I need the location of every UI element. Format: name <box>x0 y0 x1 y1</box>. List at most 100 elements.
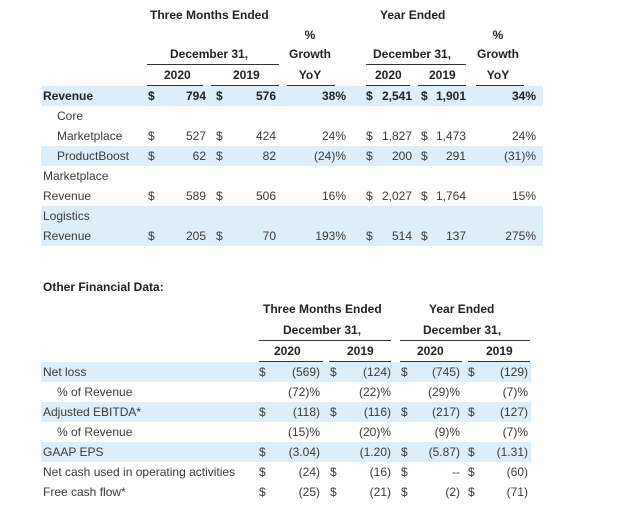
underline-2020-q2 <box>259 361 323 362</box>
value-cell: (118) <box>292 405 320 419</box>
dollar-sign: $ <box>366 129 373 143</box>
row-band-productboost <box>41 146 543 166</box>
growth-cell: 24% <box>321 129 346 143</box>
dollar-sign: $ <box>216 129 223 143</box>
value-cell: 1,827 <box>381 129 412 143</box>
value-cell: 424 <box>255 129 276 143</box>
dollar-sign: $ <box>366 229 373 243</box>
value-cell: (116) <box>363 405 391 419</box>
underline-2019-y2 <box>468 361 530 362</box>
value-cell: (745) <box>431 365 460 379</box>
header-dec31-q2: December 31, <box>283 323 362 337</box>
underline-dec31-q2 <box>259 340 391 341</box>
value-cell: (29)% <box>427 385 460 399</box>
value-cell: 82 <box>262 149 276 163</box>
growth-cell: 34% <box>511 89 536 103</box>
growth-cell: 15% <box>511 189 536 203</box>
value-cell: (9)% <box>434 425 460 439</box>
dollar-sign: $ <box>401 465 408 479</box>
underline-2019-q2 <box>329 361 391 362</box>
header-2020-y2: 2020 <box>417 344 444 358</box>
value-cell: (129) <box>499 365 528 379</box>
value-cell: 794 <box>185 89 206 103</box>
section-title: Other Financial Data: <box>43 280 164 294</box>
row-band-logistics <box>41 206 543 246</box>
value-cell: (25) <box>298 485 320 499</box>
header-dec31-y: December 31, <box>373 47 452 61</box>
row-label-revenue-3: Revenue <box>43 229 92 243</box>
value-cell: (71) <box>506 485 528 499</box>
dollar-sign: $ <box>330 465 337 479</box>
dollar-sign: $ <box>401 485 408 499</box>
dollar-sign: $ <box>259 465 266 479</box>
dollar-sign: $ <box>421 129 428 143</box>
row-band-revenue <box>41 86 543 106</box>
value-cell: (569) <box>291 365 320 379</box>
row-label-core: Core <box>57 109 84 123</box>
value-cell: 1,473 <box>435 129 466 143</box>
dollar-sign: $ <box>366 149 373 163</box>
value-cell: (2) <box>445 485 460 499</box>
dollar-sign: $ <box>421 189 428 203</box>
row-label-revenue: Revenue <box>43 89 94 103</box>
dollar-sign: $ <box>330 405 337 419</box>
header-pct-2: % <box>492 28 504 42</box>
underline-yoy-1 <box>287 85 335 86</box>
dollar-sign: $ <box>468 465 475 479</box>
row-label-gaap-eps: GAAP EPS <box>43 445 104 459</box>
value-cell: (60) <box>506 465 528 479</box>
value-cell: 62 <box>192 149 206 163</box>
growth-cell: (24)% <box>313 149 346 163</box>
header-2019-y2: 2019 <box>486 344 513 358</box>
value-cell: 70 <box>262 229 276 243</box>
dollar-sign: $ <box>468 405 475 419</box>
value-cell: (21) <box>369 485 391 499</box>
value-cell: (5.87) <box>428 445 460 459</box>
header-2020-q: 2020 <box>164 68 191 82</box>
value-cell: (127) <box>499 405 528 419</box>
growth-cell: 24% <box>511 129 536 143</box>
growth-cell: 275% <box>505 229 536 243</box>
dollar-sign: $ <box>216 189 223 203</box>
dollar-sign: $ <box>148 89 155 103</box>
value-cell: (1.31) <box>496 445 528 459</box>
value-cell: (20)% <box>358 425 391 439</box>
header-three-months-2: Three Months Ended <box>263 302 382 316</box>
value-cell: 291 <box>445 149 466 163</box>
value-cell: 205 <box>185 229 206 243</box>
value-cell: 506 <box>255 189 276 203</box>
value-cell: (22)% <box>358 385 391 399</box>
value-cell: -- <box>452 465 460 479</box>
growth-cell: 38% <box>321 89 346 103</box>
header-dec31-y2: December 31, <box>423 323 502 337</box>
header-year-ended-2: Year Ended <box>429 302 495 316</box>
dollar-sign: $ <box>468 445 475 459</box>
dollar-sign: $ <box>148 129 155 143</box>
header-yoy-2: YoY <box>486 68 510 82</box>
row-label-logistics: Logistics <box>43 209 90 223</box>
dollar-sign: $ <box>216 229 223 243</box>
header-growth-2: Growth <box>477 47 519 61</box>
header-2019-y: 2019 <box>429 68 456 82</box>
value-cell: (24) <box>298 465 320 479</box>
dollar-sign: $ <box>259 485 266 499</box>
dollar-sign: $ <box>421 149 428 163</box>
value-cell: 1,764 <box>435 189 466 203</box>
value-cell: (217) <box>431 405 460 419</box>
row-label-pct-revenue-2: % of Revenue <box>57 425 133 439</box>
header-2019-q2: 2019 <box>347 344 374 358</box>
dollar-sign: $ <box>216 89 223 103</box>
growth-cell: 193% <box>315 229 346 243</box>
header-2019-q: 2019 <box>233 68 260 82</box>
dollar-sign: $ <box>148 229 155 243</box>
value-cell: (7)% <box>502 385 528 399</box>
dollar-sign: $ <box>148 189 155 203</box>
dollar-sign: $ <box>259 405 266 419</box>
underline-2020-y <box>366 85 410 86</box>
value-cell: 2,027 <box>381 189 412 203</box>
underline-2019-q <box>211 85 279 86</box>
dollar-sign: $ <box>421 89 428 103</box>
value-cell: (1.20) <box>359 445 391 459</box>
value-cell: 589 <box>185 189 206 203</box>
value-cell: (124) <box>362 365 391 379</box>
